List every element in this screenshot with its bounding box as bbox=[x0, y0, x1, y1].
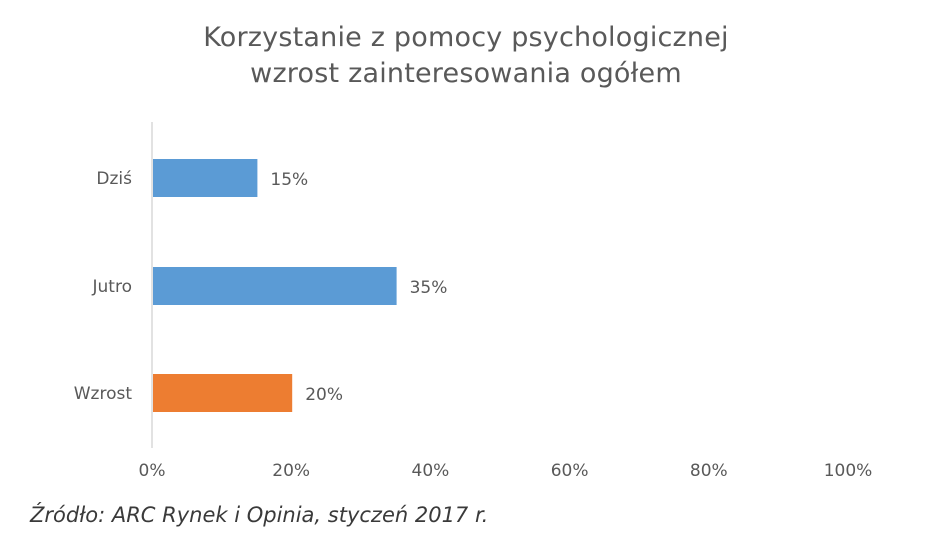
chart-subtitle: wzrost zainteresowania ogółem bbox=[250, 58, 682, 89]
bar-1 bbox=[153, 267, 397, 305]
value-label: 35% bbox=[410, 278, 448, 298]
x-tick-label: 60% bbox=[551, 461, 589, 481]
x-tick-label: 40% bbox=[412, 461, 450, 481]
bar-2 bbox=[153, 374, 293, 412]
category-label: Jutro bbox=[92, 277, 132, 297]
x-tick-label: 80% bbox=[690, 461, 728, 481]
value-label: 20% bbox=[305, 385, 343, 405]
source-note: Źródło: ARC Rynek i Opinia, styczeń 2017… bbox=[30, 503, 489, 527]
category-label: Dziś bbox=[96, 169, 132, 189]
bar-0 bbox=[153, 159, 258, 197]
x-tick-label: 0% bbox=[139, 461, 166, 481]
value-label: 15% bbox=[270, 170, 308, 190]
chart-title: Korzystanie z pomocy psychologicznej bbox=[203, 22, 729, 53]
category-label: Wzrost bbox=[74, 384, 133, 404]
x-tick-label: 100% bbox=[824, 461, 873, 481]
x-tick-label: 20% bbox=[272, 461, 310, 481]
